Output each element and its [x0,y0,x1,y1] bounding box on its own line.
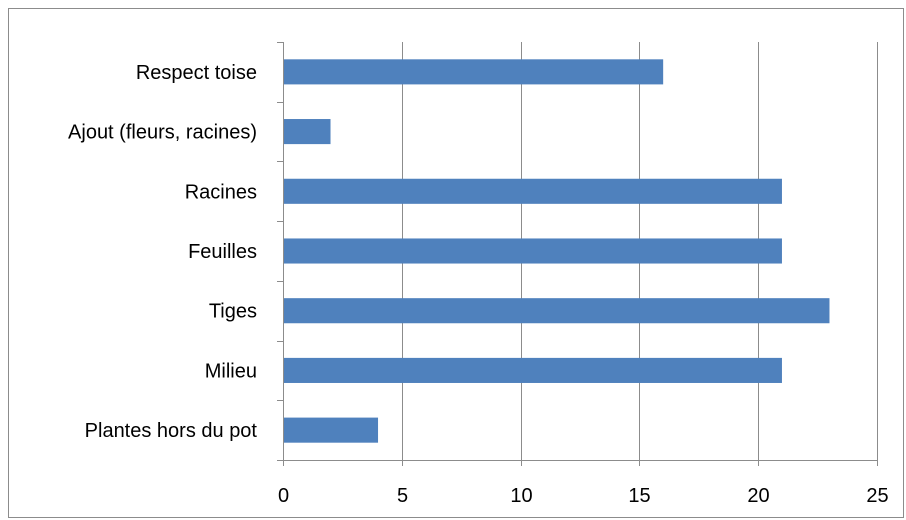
bar-5 [284,357,782,383]
category-labels: Respect toise Ajout (fleurs, racines) Raci… [68,62,257,442]
x-tick-label: 0 [278,485,289,507]
bar-1 [284,119,331,145]
x-tick-labels: 0 5 10 15 20 25 [278,485,889,507]
bar-0 [284,59,664,85]
axes [277,42,878,466]
bar-6 [284,417,379,443]
bar-2 [284,178,782,204]
category-label: Plantes hors du pot [85,420,258,442]
x-tick-label: 20 [747,485,769,507]
x-tick-label: 15 [628,485,650,507]
category-label: Respect toise [136,62,257,84]
category-label: Ajout (fleurs, racines) [68,122,257,144]
bars [284,59,830,443]
category-label: Racines [185,181,257,203]
bar-4 [284,298,830,324]
category-label: Milieu [205,360,257,382]
category-label: Tiges [209,301,257,323]
category-label: Feuilles [188,241,257,263]
x-tick-label: 5 [397,485,408,507]
x-tick-label: 25 [866,485,888,507]
x-tick-label: 10 [510,485,532,507]
bar-3 [284,238,782,264]
